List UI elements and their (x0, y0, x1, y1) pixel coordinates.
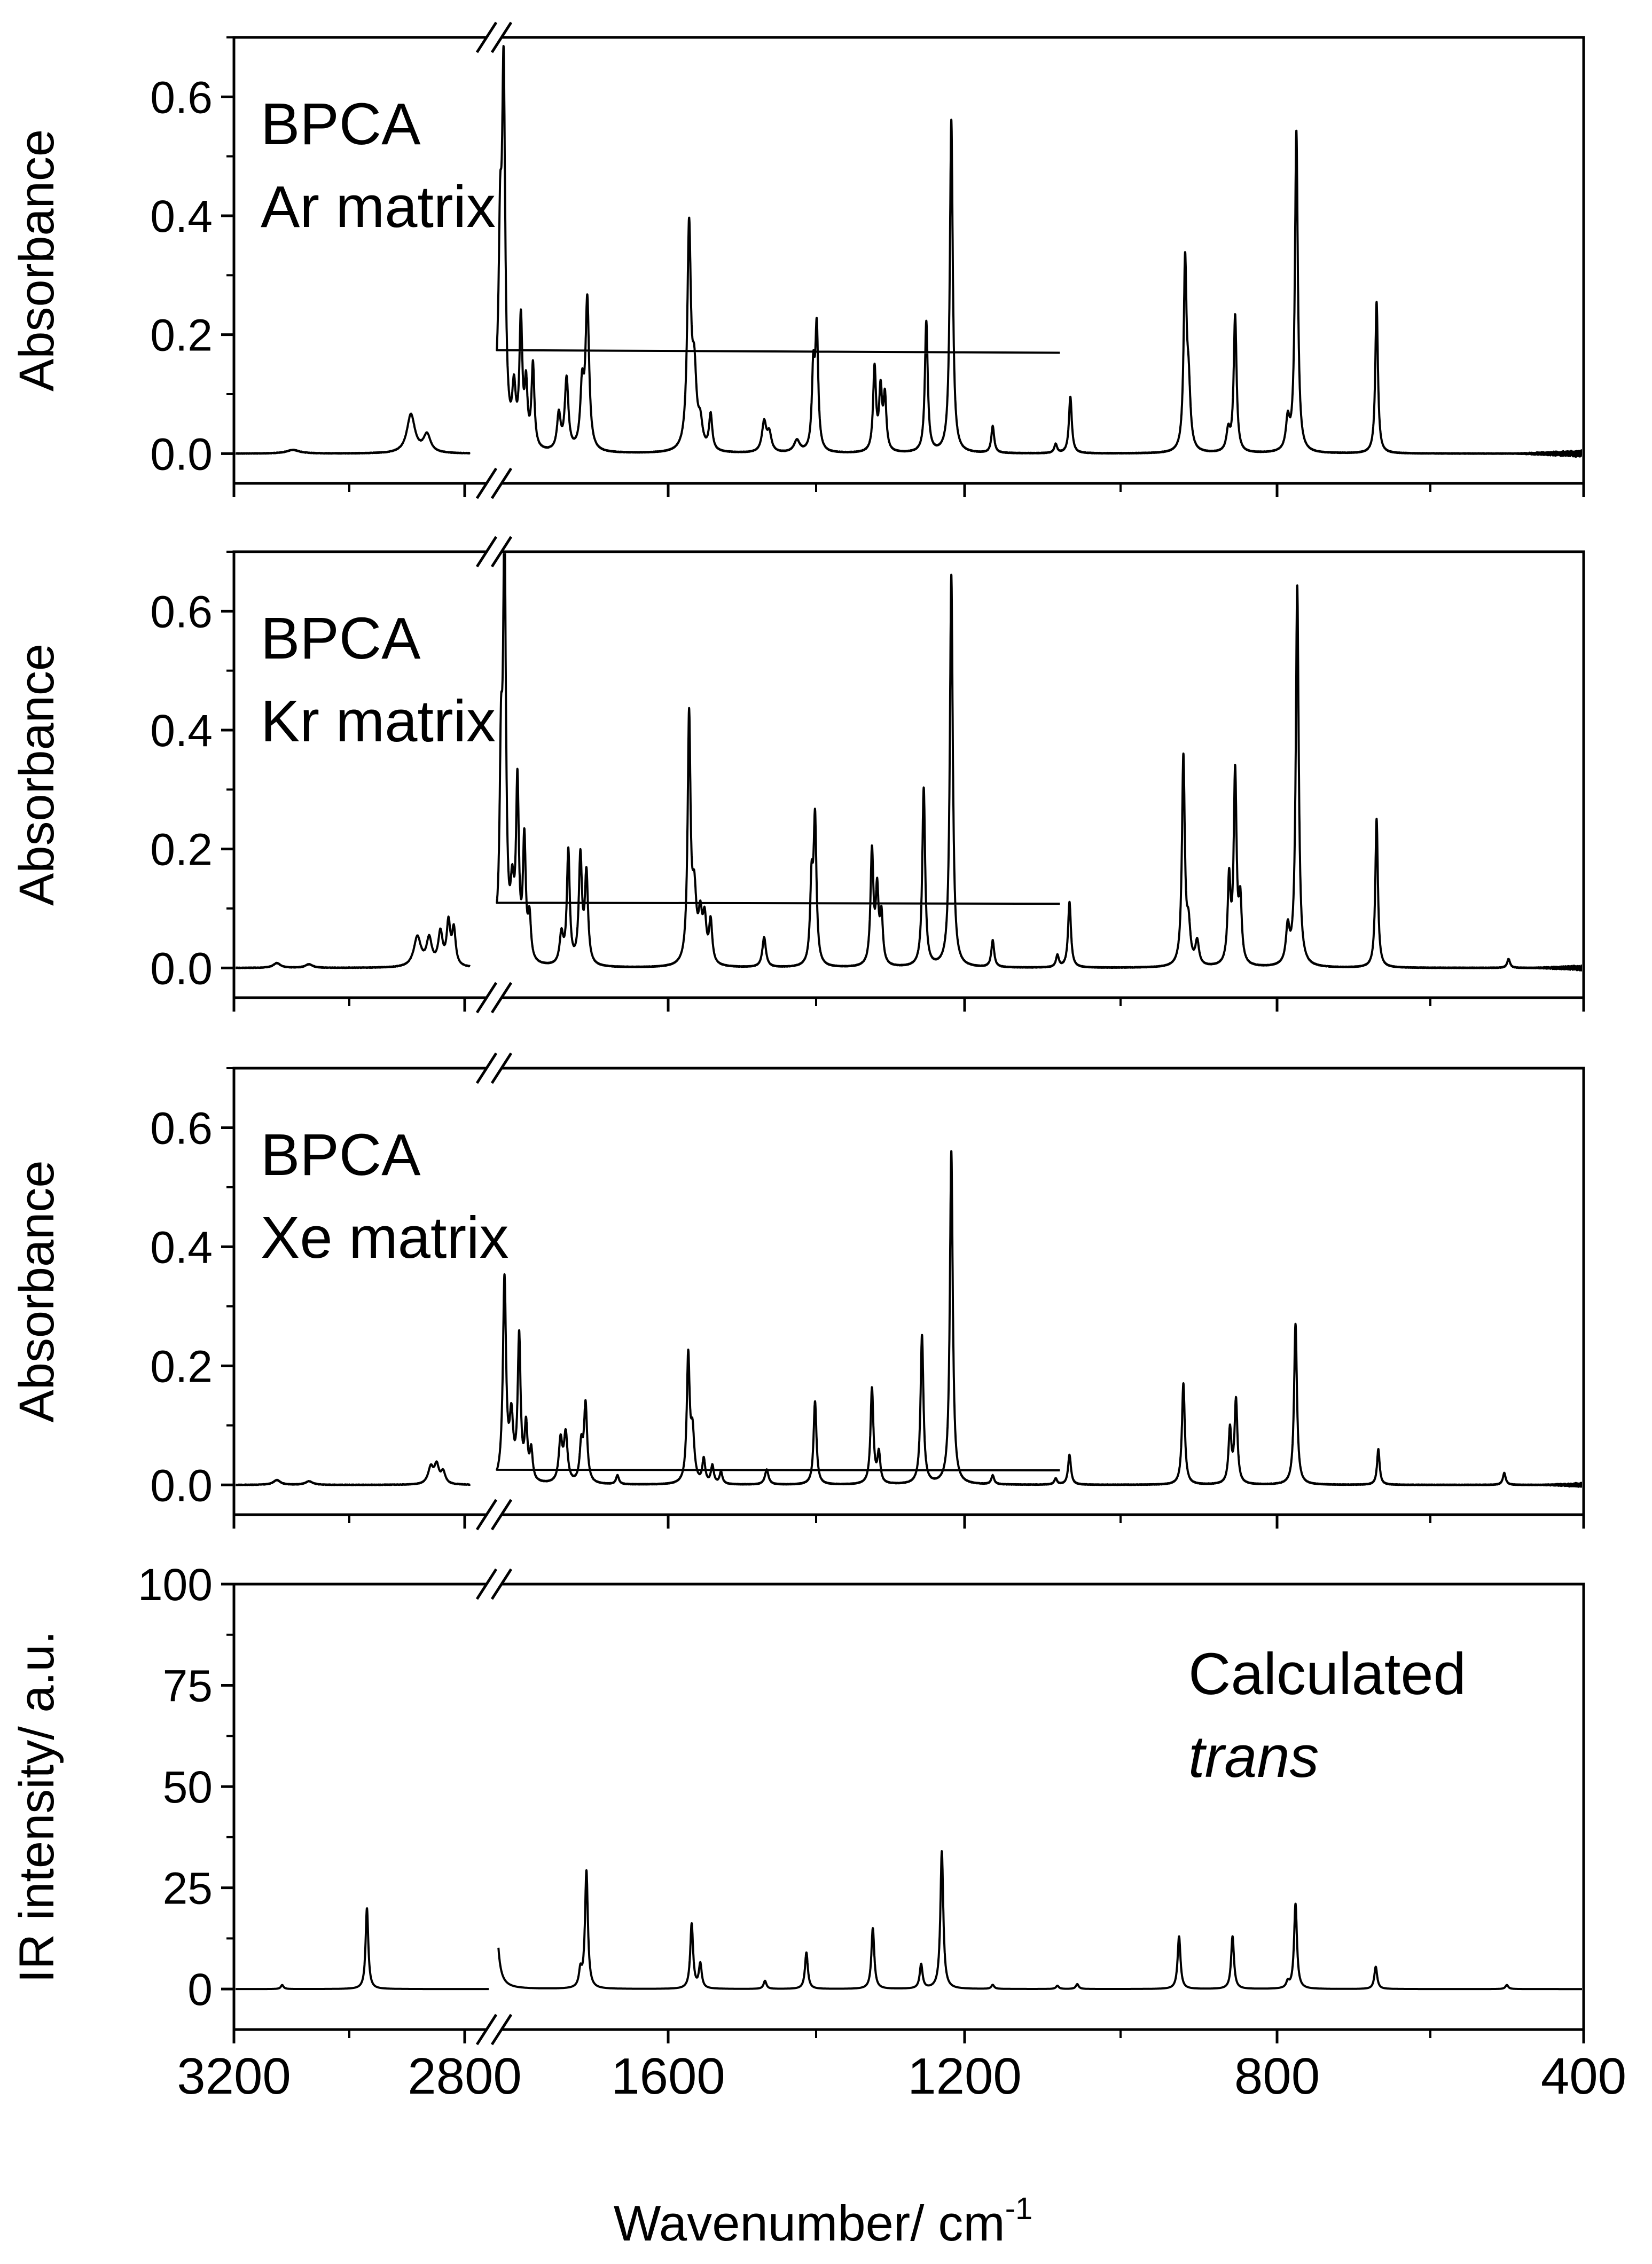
ytick-label-calc-0: 0 (187, 1964, 213, 2015)
ytick-label-kr-3: 0.6 (150, 586, 213, 637)
xtick-label-5: 400 (1541, 2048, 1626, 2105)
panel-ar: 0.0 0.2 0.4 0.6 Absorbance BPCA Ar matrix (10, 21, 1585, 499)
annotation-calc-line-2: trans (1188, 1724, 1319, 1790)
ytick-label-ar-0: 0.0 (150, 429, 213, 479)
series-line-ar-right (496, 45, 1582, 458)
annotation-kr-line-2: Kr matrix (261, 688, 496, 754)
y-axis-title-xe: Absorbance (10, 1161, 64, 1423)
series-line-kr-right (496, 553, 1582, 972)
y-axis-title-kr: Absorbance (10, 644, 64, 906)
xtick-label-2: 1600 (611, 2048, 725, 2105)
annotation-ar-line-2: Ar matrix (261, 174, 496, 240)
axis-break-slash-kr-bottom-2 (490, 982, 513, 1014)
annotation-ar-line-1: BPCA (261, 91, 421, 157)
series-line-calc-right (497, 1850, 1582, 1991)
plot-frame-kr (232, 550, 1585, 999)
x-axis-title-superscript: -1 (1005, 2191, 1033, 2226)
axis-break-gap-xe-top (487, 1064, 502, 1072)
ytick-label-calc-2: 50 (163, 1762, 213, 1812)
panel-xe: 0.0 0.2 0.4 0.6 Absorbance BPCA Xe matrix (10, 1052, 1585, 1531)
ytick-label-xe-2: 0.4 (150, 1222, 213, 1272)
xtick-label-1: 2800 (408, 2048, 522, 2105)
axis-break-gap-kr-top (487, 547, 502, 556)
ytick-label-ar-3: 0.6 (150, 72, 213, 122)
axis-break-slash-calc-bottom-2 (490, 2014, 513, 2046)
panel-calc: 0 25 50 75 100 IR intensity/ a.u. Calculated tr… (10, 1560, 1585, 2046)
ytick-label-kr-1: 0.2 (150, 825, 213, 875)
y-axis-title-ar: Absorbance (10, 129, 64, 391)
plot-frame-calc (232, 1583, 1585, 2031)
plot-frame-ar (232, 36, 1585, 485)
ytick-label-xe-3: 0.6 (150, 1103, 213, 1153)
x-axis-layer: Wavenumber/ cm-1 3200 2800 1600 1200 800 400 (177, 2048, 1626, 2251)
panel-kr: 0.0 0.2 0.4 0.6 Absorbance BPCA Kr matrix (10, 536, 1585, 1014)
x-axis-title: Wavenumber/ cm-1 (614, 2191, 1033, 2251)
axis-break-slash-xe-bottom-2 (490, 1499, 513, 1531)
ytick-label-xe-0: 0.0 (150, 1460, 213, 1510)
xtick-label-4: 800 (1234, 2048, 1320, 2105)
x-axis-title-main: Wavenumber/ cm (614, 2195, 1005, 2251)
ytick-label-ar-2: 0.4 (150, 191, 213, 241)
plot-frame-xe (232, 1067, 1585, 1516)
axis-break-gap-kr-bottom (487, 993, 502, 1002)
series-line-ar-left (236, 412, 471, 455)
ytick-label-kr-2: 0.4 (150, 706, 213, 756)
annotation-calc-line-1: Calculated (1188, 1641, 1466, 1707)
y-axis-title-calc: IR intensity/ a.u. (10, 1631, 64, 1983)
series-line-xe-left (236, 1460, 471, 1486)
axis-break-gap-calc-top (487, 1580, 502, 1588)
ytick-label-calc-1: 25 (163, 1863, 213, 1914)
axis-break-gap-xe-bottom (487, 1510, 502, 1519)
axis-break-slash-kr-top-2 (490, 536, 513, 568)
ytick-label-kr-0: 0.0 (150, 943, 213, 993)
xtick-label-0: 3200 (177, 2048, 291, 2105)
axis-break-gap-calc-bottom (487, 2025, 502, 2034)
axis-break-gap-ar-top (487, 33, 502, 42)
axis-break-slash-ar-top-1 (475, 21, 498, 53)
axis-break-slash-kr-bottom-1 (475, 982, 498, 1014)
axis-break-slash-kr-top-1 (475, 536, 498, 568)
axis-break-gap-ar-bottom (487, 479, 502, 488)
axis-break-slash-xe-top-2 (490, 1052, 513, 1084)
axis-break-slash-ar-bottom-2 (490, 467, 513, 499)
annotation-kr-line-1: BPCA (261, 606, 421, 671)
ytick-label-calc-3: 75 (163, 1661, 213, 1711)
axis-break-slash-xe-top-1 (475, 1052, 498, 1084)
series-line-kr-left (236, 915, 471, 969)
annotation-xe-line-1: BPCA (261, 1122, 421, 1188)
axis-break-slash-xe-bottom-1 (475, 1499, 498, 1531)
axis-break-slash-calc-top-1 (475, 1568, 498, 1600)
series-line-xe-right (496, 1150, 1582, 1488)
xtick-label-3: 1200 (907, 2048, 1022, 2105)
axis-break-slash-ar-bottom-1 (475, 467, 498, 499)
annotation-xe-line-2: Xe matrix (261, 1205, 509, 1271)
ytick-label-xe-1: 0.2 (150, 1341, 213, 1391)
axis-break-slash-calc-top-2 (490, 1568, 513, 1600)
ytick-label-ar-1: 0.2 (150, 310, 213, 361)
axis-break-slash-ar-top-2 (490, 21, 513, 53)
ytick-label-calc-4: 100 (138, 1560, 213, 1610)
axis-break-slash-calc-bottom-1 (475, 2014, 498, 2046)
series-line-calc-left (236, 1907, 490, 1991)
